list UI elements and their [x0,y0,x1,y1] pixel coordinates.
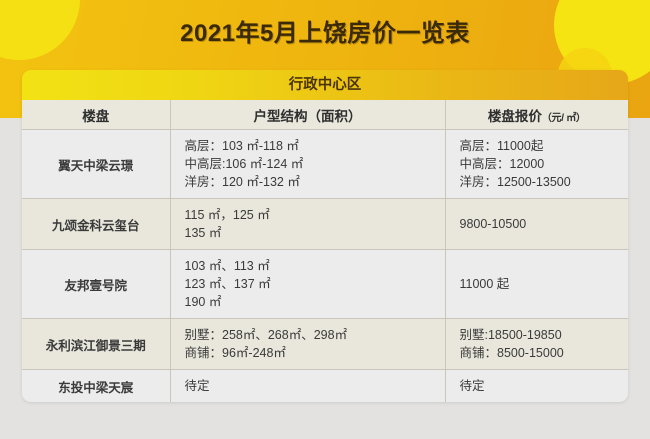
district-header: 行政中心区 [22,70,628,100]
page-title: 2021年5月上饶房价一览表 [180,20,470,47]
cell-layout: 103 ㎡、113 ㎡ 123 ㎡、137 ㎡ 190 ㎡ [170,249,446,319]
table-row: 东投中梁天宸 待定 待定 [22,369,628,402]
column-header-price-label: 楼盘报价 [487,108,542,124]
table-head: 楼盘 户型结构（面积） 楼盘报价（元/ ㎡） [22,100,628,130]
cell-layout: 待定 [170,369,446,402]
cell-layout: 别墅：258㎡、268㎡、298㎡ 商铺：96㎡-248㎡ [170,318,446,370]
layout-line: 洋房：120 ㎡-132 ㎡ [184,175,300,189]
cell-price: 高层：11000起 中高层：12000 洋房：12500-13500 [445,129,628,199]
table-header-row: 楼盘 户型结构（面积） 楼盘报价（元/ ㎡） [22,100,628,130]
price-line: 11000 起 [459,277,510,291]
price-table: 楼盘 户型结构（面积） 楼盘报价（元/ ㎡） 翼天中梁云璟 高层：103 ㎡-11… [22,100,628,402]
column-header-layout: 户型结构（面积） [170,100,446,130]
cell-price: 11000 起 [445,249,628,319]
layout-line: 中高层:106 ㎡-124 ㎡ [184,157,304,171]
column-header-project: 楼盘 [22,100,171,130]
column-header-project-label: 楼盘 [82,108,110,124]
layout-line: 190 ㎡ [184,295,222,309]
cell-project-name: 东投中梁天宸 [22,369,171,402]
layout-line: 高层：103 ㎡-118 ㎡ [184,139,299,153]
price-line: 待定 [459,379,485,393]
layout-line: 103 ㎡、113 ㎡ [184,259,270,273]
price-line: 高层：11000起 [459,139,544,153]
cell-layout: 115 ㎡，125 ㎡ 135 ㎡ [170,198,446,250]
cell-price: 9800-10500 [445,198,628,250]
cell-project-name: 翼天中梁云璟 [22,129,171,199]
cell-price: 待定 [445,369,628,402]
price-line: 别墅:18500-19850 [459,328,562,342]
layout-line: 待定 [184,379,210,393]
price-line: 9800-10500 [459,217,527,231]
layout-line: 商铺：96㎡-248㎡ [184,346,286,360]
table-row: 九颂金科云玺台 115 ㎡，125 ㎡ 135 ㎡ 9800-10500 [22,198,628,250]
table-row: 永利滨江御景三期 别墅：258㎡、268㎡、298㎡ 商铺：96㎡-248㎡ 别墅:1… [22,318,628,370]
price-line: 洋房：12500-13500 [459,175,571,189]
cell-project-name: 友邦壹号院 [22,249,171,319]
column-header-layout-label: 户型结构（面积） [253,108,362,124]
price-line: 商铺：8500-15000 [459,346,564,360]
price-line: 中高层：12000 [459,157,545,171]
layout-line: 别墅：258㎡、268㎡、298㎡ [184,328,348,342]
column-header-price-unit: （元/ ㎡） [541,112,586,124]
layout-line: 135 ㎡ [184,226,222,240]
cell-project-name: 永利滨江御景三期 [22,318,171,370]
price-table-card: 行政中心区 楼盘 户型结构（面积） 楼盘报价（元/ ㎡） 翼天中梁云璟 高层：10… [22,70,628,402]
column-header-price: 楼盘报价（元/ ㎡） [445,100,628,130]
layout-line: 123 ㎡、137 ㎡ [184,277,271,291]
cell-price: 别墅:18500-19850 商铺：8500-15000 [445,318,628,370]
table-row: 友邦壹号院 103 ㎡、113 ㎡ 123 ㎡、137 ㎡ 190 ㎡ 11000 起 [22,249,628,319]
cell-project-name: 九颂金科云玺台 [22,198,171,250]
layout-line: 115 ㎡，125 ㎡ [184,208,270,222]
